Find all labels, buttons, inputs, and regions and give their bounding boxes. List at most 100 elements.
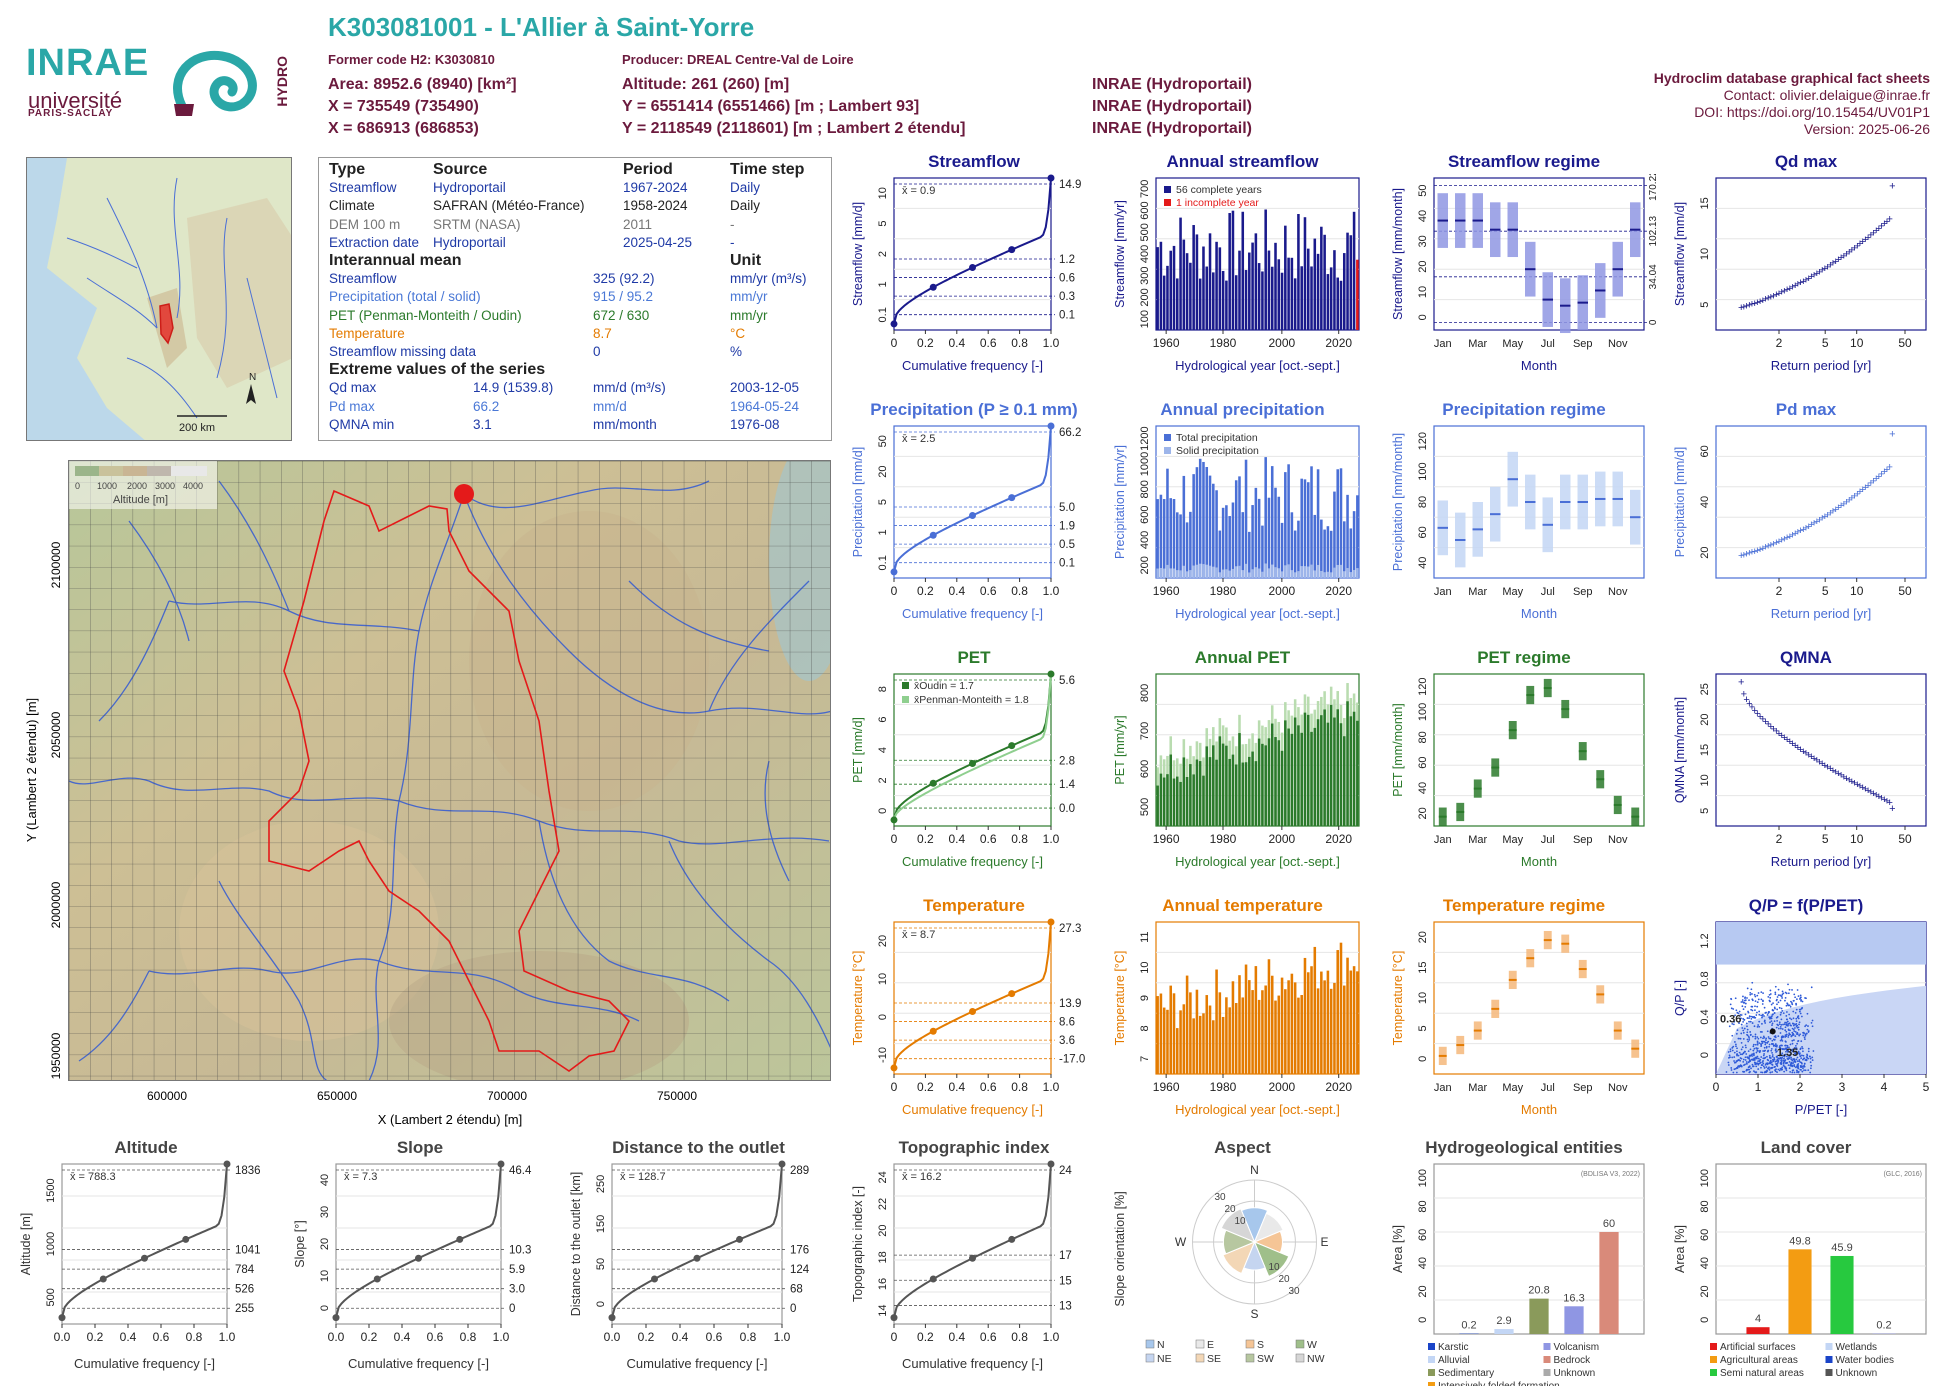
cell: Precipitation (total / solid) bbox=[329, 289, 481, 305]
return-point: + bbox=[1738, 550, 1744, 562]
chart-title: Temperature bbox=[923, 896, 1025, 915]
x-tick-label: 1.0 bbox=[1043, 336, 1060, 350]
bar bbox=[1176, 278, 1179, 330]
qp-point bbox=[1756, 1001, 1759, 1004]
cell: 14.9 (1539.8) bbox=[473, 380, 554, 396]
bar bbox=[1287, 980, 1290, 1074]
bar bbox=[1257, 263, 1261, 330]
info-header-row: Type Source Period Time step bbox=[329, 161, 821, 179]
qp-point bbox=[1800, 999, 1803, 1001]
x-tick-label: 10 bbox=[1850, 584, 1864, 598]
bar bbox=[1267, 959, 1271, 1074]
location-map: N 200 km bbox=[26, 157, 292, 441]
y-tick-label: 10 bbox=[319, 1270, 331, 1282]
plot-frame bbox=[1715, 1163, 1927, 1335]
right-tick-label: 1.2 bbox=[1059, 254, 1075, 266]
qp-point bbox=[1730, 997, 1732, 1000]
bar bbox=[1195, 759, 1199, 826]
quantile-point bbox=[1008, 742, 1016, 750]
qp-point bbox=[1740, 1017, 1742, 1020]
x-tick-label: 5 bbox=[1822, 584, 1829, 598]
qp-point bbox=[1742, 1060, 1745, 1063]
qp-point bbox=[1747, 1040, 1750, 1043]
x-tick-label: 1.0 bbox=[219, 1330, 236, 1344]
chart-annual-temp: Annual temperature Temperature [°C] Hydrol… bbox=[1110, 894, 1375, 1134]
qp-point bbox=[1785, 1030, 1788, 1033]
x-axis-label: Cumulative frequency [-] bbox=[348, 1356, 489, 1371]
bar-solid bbox=[1284, 565, 1287, 578]
bar bbox=[1169, 985, 1173, 1074]
y-tick-label: 0 bbox=[1417, 1317, 1429, 1323]
return-point: + bbox=[1859, 782, 1865, 794]
bar bbox=[1329, 704, 1333, 826]
quantile-point bbox=[497, 1160, 505, 1168]
y-tick-label: -10 bbox=[877, 1047, 889, 1063]
qp-point bbox=[1738, 1022, 1740, 1025]
mean-row: Streamflow missing data 0% bbox=[329, 343, 821, 361]
qp-point bbox=[1784, 999, 1786, 1002]
bar bbox=[1192, 474, 1195, 578]
doi-link[interactable]: DOI: https://doi.org/10.15454/UV01P1 bbox=[1694, 104, 1930, 120]
qp-point bbox=[1756, 1036, 1759, 1039]
bar bbox=[1185, 522, 1189, 578]
qp-point bbox=[1787, 1036, 1790, 1038]
qp-point bbox=[1765, 1037, 1768, 1040]
y-axis-label: Temperature [°C] bbox=[1391, 951, 1405, 1046]
bar bbox=[1212, 483, 1215, 578]
qp-point bbox=[1776, 1019, 1779, 1022]
y-tick-label: 5 bbox=[1699, 302, 1711, 308]
y-l2e: Y = 2118549 (2118601) [m ; Lambert 2 éte… bbox=[622, 120, 966, 137]
legend-swatch bbox=[1710, 1343, 1717, 1350]
qp-point bbox=[1748, 1015, 1751, 1018]
legend-label: S bbox=[1257, 1339, 1264, 1351]
qp-point bbox=[1775, 1045, 1778, 1048]
qp-point bbox=[1789, 1024, 1792, 1027]
bar bbox=[1257, 738, 1261, 826]
bar-solid bbox=[1244, 563, 1248, 578]
qp-point bbox=[1773, 1038, 1776, 1041]
x-tick-label: 0.0 bbox=[604, 1330, 621, 1344]
qp-point bbox=[1785, 1050, 1787, 1053]
return-point: + bbox=[1803, 274, 1809, 286]
x-tick-label: 3 bbox=[1839, 1080, 1846, 1094]
outlet-marker[interactable] bbox=[454, 484, 474, 504]
bar-solid bbox=[1176, 570, 1179, 578]
qp-point bbox=[1770, 1015, 1773, 1018]
qp-point bbox=[1743, 999, 1746, 1002]
cell: SRTM (NASA) bbox=[433, 216, 521, 232]
qp-point bbox=[1740, 1048, 1743, 1051]
bar bbox=[1356, 259, 1359, 330]
plot-frame bbox=[893, 1163, 1052, 1325]
qp-point bbox=[1757, 1024, 1760, 1026]
bar bbox=[1270, 723, 1274, 826]
bar-solid bbox=[1241, 570, 1245, 578]
bar bbox=[1303, 712, 1307, 826]
qp-point bbox=[1796, 989, 1799, 991]
bar bbox=[1185, 975, 1189, 1074]
cell: 2025-04-25 bbox=[623, 234, 693, 250]
bar bbox=[1261, 525, 1264, 578]
return-point: + bbox=[1814, 516, 1820, 528]
bar bbox=[1179, 217, 1182, 330]
y-tick-label: 20 bbox=[1417, 807, 1429, 819]
y-tick-label: 8 bbox=[1139, 1025, 1151, 1031]
bar bbox=[1326, 526, 1330, 578]
return-point: + bbox=[1754, 297, 1760, 309]
qp-point bbox=[1783, 1055, 1786, 1058]
qp-point bbox=[1793, 1039, 1795, 1041]
chart-svg: Altitude [m]Cumulative frequency [-]0.0 0… bbox=[19, 1160, 261, 1371]
qp-point bbox=[1762, 1065, 1765, 1068]
qp-point bbox=[1753, 1070, 1755, 1072]
quantile-point bbox=[1008, 990, 1016, 998]
return-point: + bbox=[1768, 291, 1774, 303]
qp-point bbox=[1727, 1051, 1730, 1053]
qp-point bbox=[1744, 996, 1747, 999]
qp-point bbox=[1731, 1049, 1734, 1052]
qp-point bbox=[1812, 1050, 1815, 1052]
return-point: + bbox=[1768, 721, 1774, 733]
return-point: + bbox=[1878, 792, 1884, 804]
qp-point bbox=[1809, 1061, 1812, 1064]
plot bbox=[608, 1160, 786, 1328]
chart-svg: Q/P [-]P/PET [-]0 1 2 3 4 500.40.81.20.361.35 bbox=[1673, 921, 1930, 1117]
y-tick-label: 5 bbox=[1699, 808, 1711, 814]
